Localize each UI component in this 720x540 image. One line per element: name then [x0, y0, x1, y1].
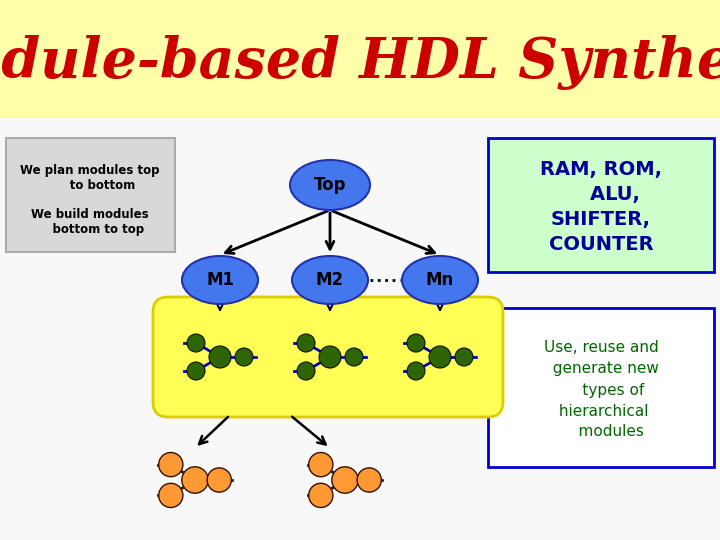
Circle shape	[187, 334, 205, 352]
Text: Use, reuse and
  generate new
     types of
 hierarchical
    modules: Use, reuse and generate new types of hie…	[543, 341, 659, 440]
Circle shape	[158, 483, 183, 508]
Circle shape	[158, 453, 183, 477]
Circle shape	[309, 453, 333, 477]
Text: We plan modules top
      to bottom: We plan modules top to bottom	[20, 164, 160, 192]
Text: We build modules
    bottom to top: We build modules bottom to top	[31, 208, 149, 236]
FancyBboxPatch shape	[488, 138, 714, 272]
FancyBboxPatch shape	[0, 118, 720, 540]
Circle shape	[332, 467, 359, 493]
Circle shape	[297, 334, 315, 352]
Circle shape	[345, 348, 363, 366]
FancyBboxPatch shape	[488, 308, 714, 467]
Circle shape	[207, 468, 231, 492]
Circle shape	[429, 346, 451, 368]
Circle shape	[235, 348, 253, 366]
Text: Module-based HDL Synthesis: Module-based HDL Synthesis	[0, 35, 720, 90]
Text: Mn: Mn	[426, 271, 454, 289]
Ellipse shape	[290, 160, 370, 210]
Ellipse shape	[402, 256, 478, 304]
Circle shape	[357, 468, 382, 492]
Circle shape	[407, 334, 425, 352]
FancyBboxPatch shape	[6, 138, 175, 252]
Text: RAM, ROM,
    ALU,
SHIFTER,
COUNTER: RAM, ROM, ALU, SHIFTER, COUNTER	[540, 160, 662, 254]
Text: Top: Top	[314, 176, 346, 194]
Circle shape	[455, 348, 473, 366]
FancyBboxPatch shape	[0, 0, 720, 118]
Ellipse shape	[182, 256, 258, 304]
Circle shape	[181, 467, 208, 493]
Text: M1: M1	[206, 271, 234, 289]
Circle shape	[209, 346, 231, 368]
Circle shape	[297, 362, 315, 380]
FancyBboxPatch shape	[153, 297, 503, 417]
Ellipse shape	[292, 256, 368, 304]
Circle shape	[309, 483, 333, 508]
Text: M2: M2	[316, 271, 344, 289]
Circle shape	[407, 362, 425, 380]
Circle shape	[319, 346, 341, 368]
Circle shape	[187, 362, 205, 380]
